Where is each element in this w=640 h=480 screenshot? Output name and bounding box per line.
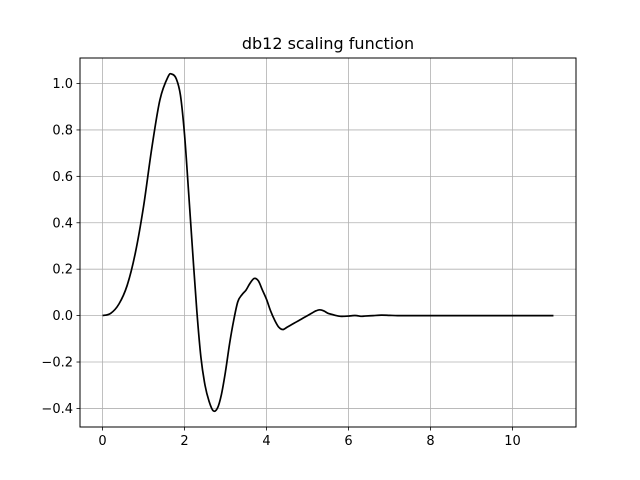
x-tick-label: 0 [98, 434, 106, 449]
x-axis: 0 2 4 6 8 10 [98, 427, 521, 449]
axes-frame [79, 57, 577, 428]
series-layer [102, 72, 554, 413]
grid [80, 58, 576, 427]
y-tick-label: 0.0 [52, 309, 73, 324]
x-tick-label: 2 [180, 434, 188, 449]
x-tick-label: 6 [344, 434, 352, 449]
y-tick-label: 1.0 [52, 77, 73, 92]
y-tick-label: 0.2 [52, 263, 73, 278]
x-tick-label: 4 [262, 434, 270, 449]
y-tick-label: 0.4 [52, 216, 73, 231]
x-tick-label: 10 [504, 434, 521, 449]
y-tick-label: 0.6 [52, 170, 73, 185]
y-axis: −0.4 −0.2 0.0 0.2 0.4 0.6 0.8 1.0 [41, 77, 80, 417]
y-tick-label: 0.8 [52, 123, 73, 138]
y-tick-label: −0.2 [41, 356, 73, 371]
chart-title: db12 scaling function [242, 34, 414, 53]
y-tick-label: −0.4 [41, 402, 73, 417]
x-tick-label: 8 [426, 434, 434, 449]
series-line-0 [102, 72, 554, 413]
